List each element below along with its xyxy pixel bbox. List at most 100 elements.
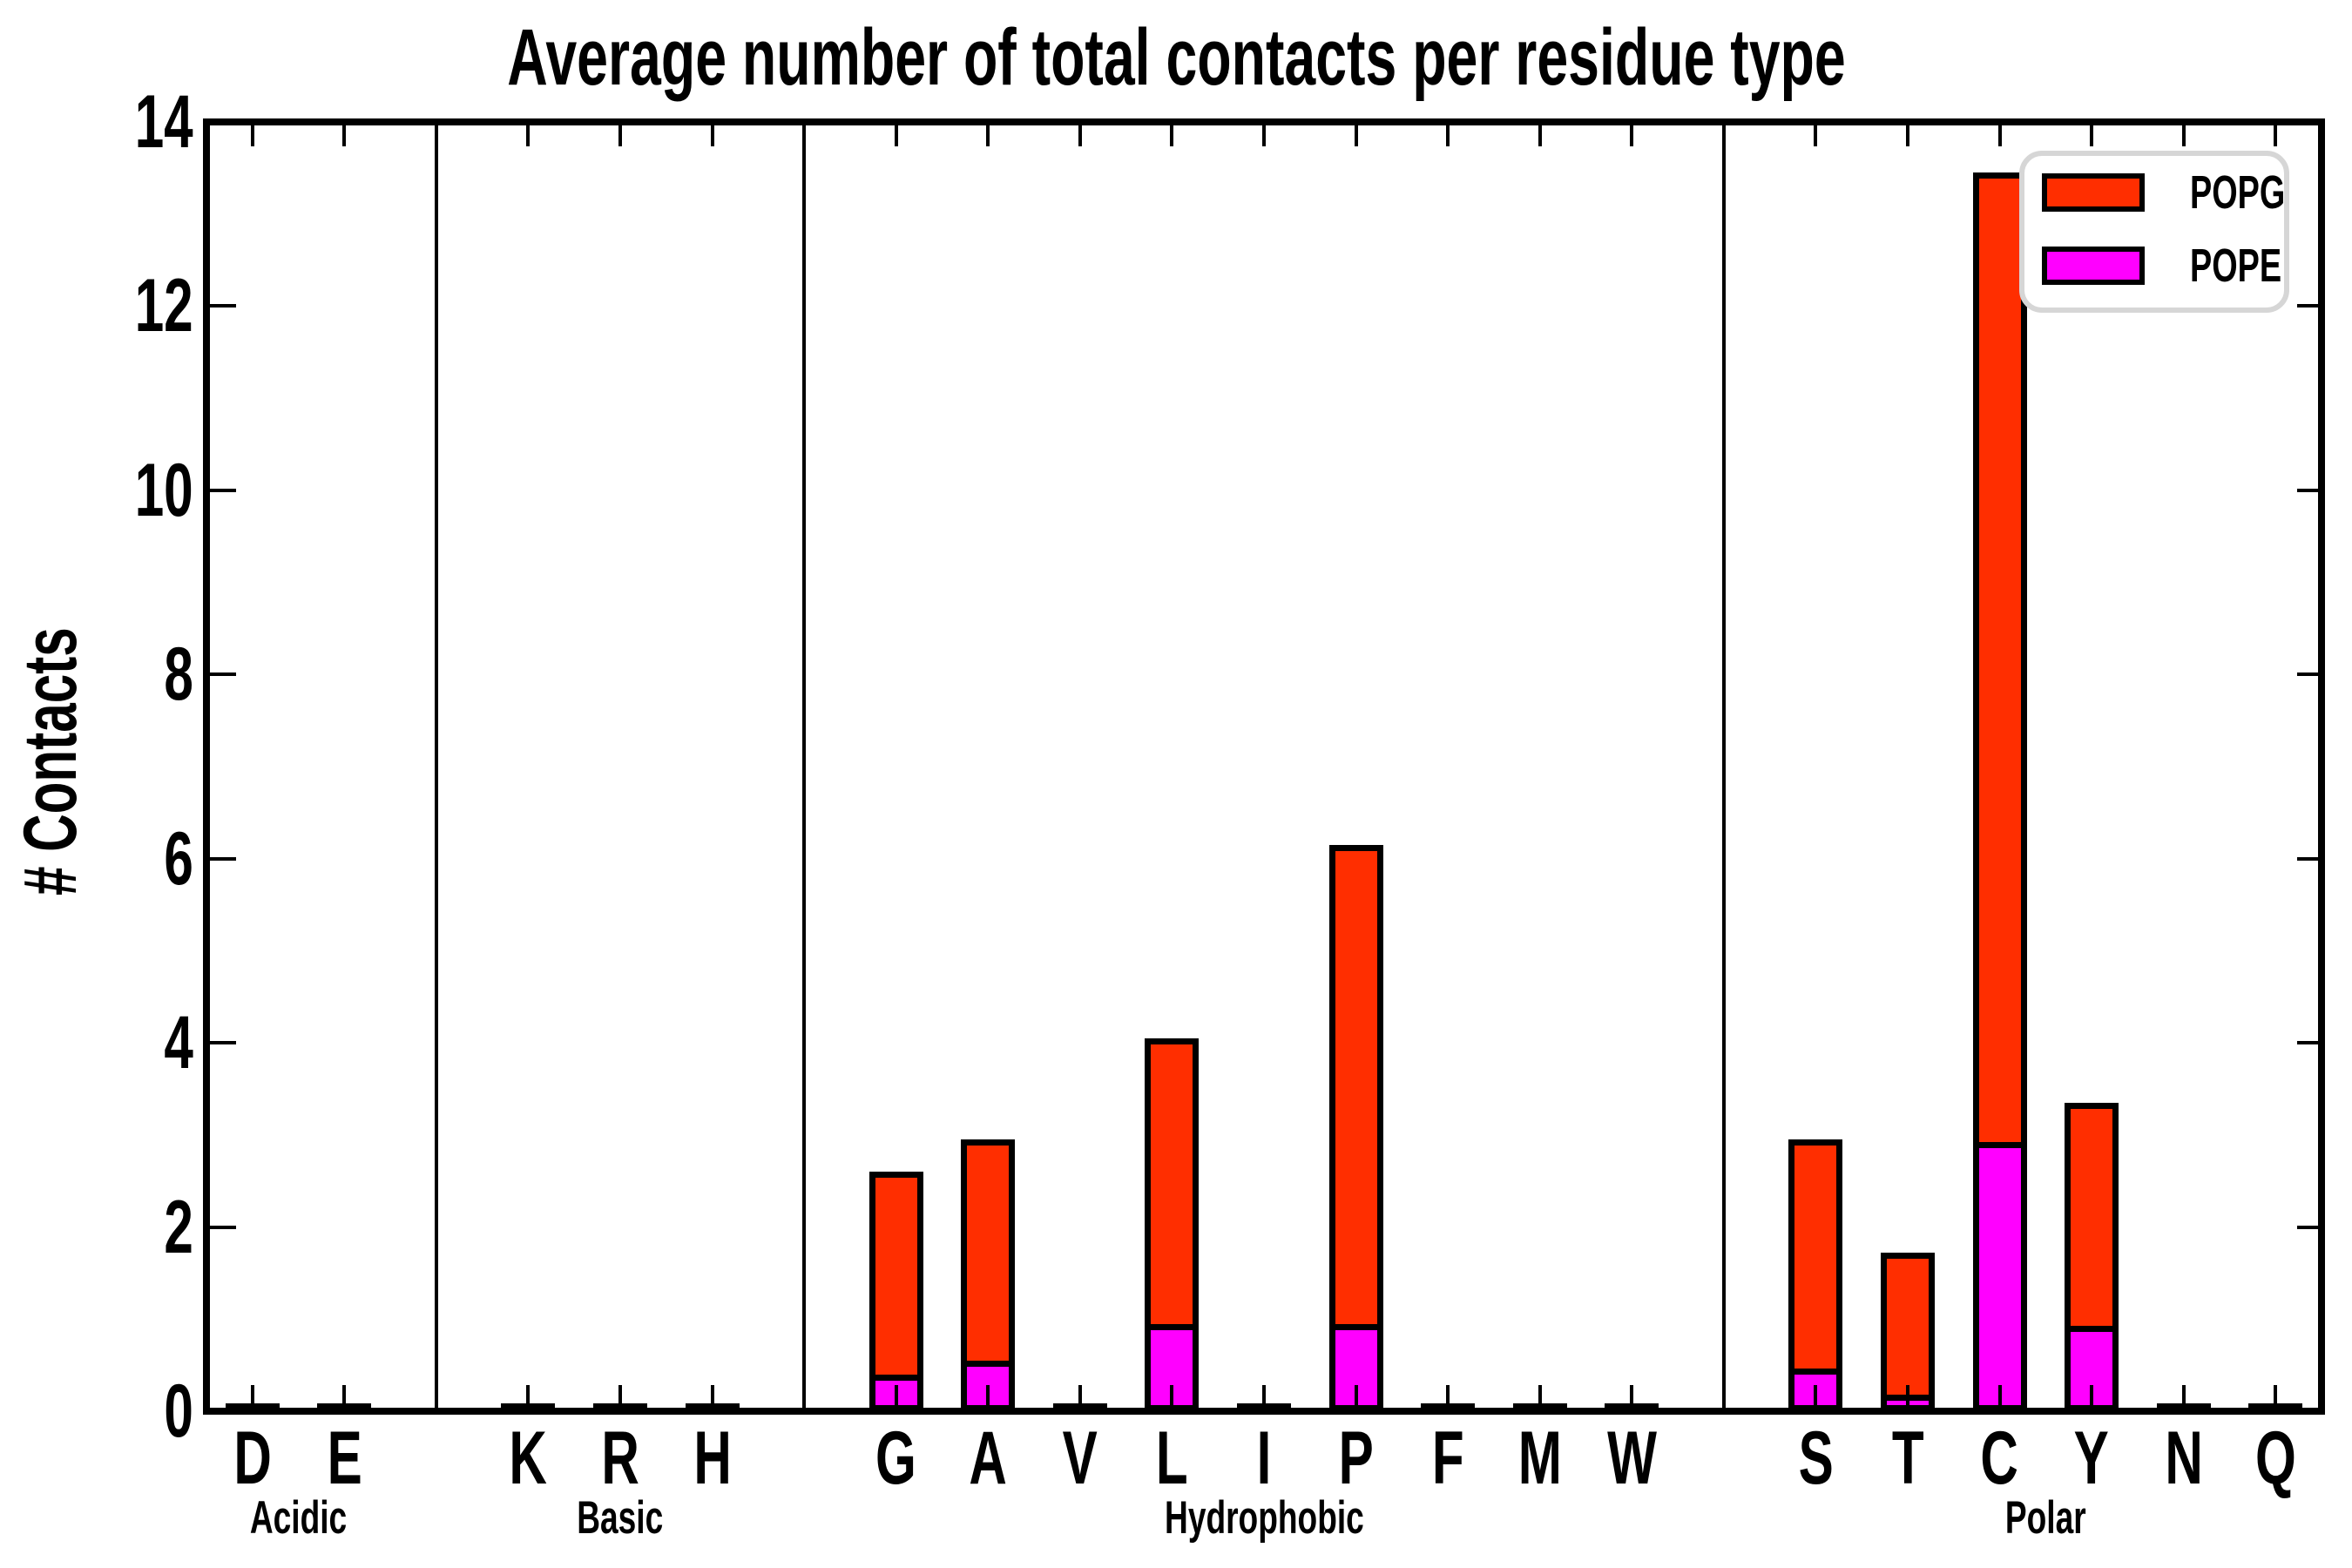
bar-T-popg <box>1880 1253 1935 1395</box>
y-tick-label-12-text: 12 <box>135 264 193 348</box>
bar-A-popg <box>961 1139 1016 1361</box>
bar-C-pope <box>1972 1142 2027 1411</box>
group-divider <box>802 122 807 1411</box>
bar-P-popg <box>1328 844 1383 1324</box>
x-minor-tick-bottom <box>526 1385 531 1411</box>
x-tick-label-C: C <box>1904 1413 2096 1504</box>
x-tick-label-V: V <box>984 1413 1176 1504</box>
x-minor-tick-bottom <box>1170 1385 1174 1411</box>
y-tick-label-0-text: 0 <box>164 1369 193 1453</box>
y-tick-label-14: 14 <box>0 77 193 167</box>
x-tick-label-L-text: L <box>1156 1416 1188 1500</box>
y-tick-label-2: 2 <box>0 1182 193 1273</box>
x-minor-tick-top <box>710 122 714 146</box>
group-label-basic: Basic <box>376 1493 864 1544</box>
y-major-tick-right <box>2297 304 2322 308</box>
x-minor-tick-bottom <box>1354 1385 1358 1411</box>
x-minor-tick-top <box>2181 122 2186 146</box>
x-tick-label-F-text: F <box>1431 1416 1464 1500</box>
legend-swatch-popg <box>2042 173 2145 212</box>
x-minor-tick-bottom <box>710 1385 714 1411</box>
y-major-tick-left <box>206 672 236 677</box>
x-tick-label-N: N <box>2088 1413 2280 1504</box>
y-major-tick-right <box>2297 1041 2322 1045</box>
x-minor-tick-top <box>1262 122 1266 146</box>
x-tick-label-K-text: K <box>509 1416 548 1500</box>
bar-G-popg <box>868 1172 923 1375</box>
x-minor-tick-top <box>342 122 347 146</box>
legend-label-pope-text: POPE <box>2190 240 2282 292</box>
x-minor-tick-top <box>250 122 254 146</box>
group-label-hydrophobic: Hydrophobic <box>1020 1493 1508 1544</box>
y-tick-label-4: 4 <box>0 997 193 1088</box>
x-tick-label-W-text: W <box>1606 1416 1657 1500</box>
x-tick-label-S: S <box>1720 1413 1911 1504</box>
x-minor-tick-bottom <box>250 1385 254 1411</box>
axis-spine-left <box>203 118 210 1415</box>
legend-label-popg-text: POPG <box>2190 166 2286 219</box>
y-tick-label-2-text: 2 <box>164 1185 193 1269</box>
x-tick-label-E-text: E <box>327 1416 362 1500</box>
y-major-tick-right <box>2297 856 2322 861</box>
x-minor-tick-top <box>2090 122 2094 146</box>
x-tick-label-F: F <box>1352 1413 1544 1504</box>
x-tick-label-Y: Y <box>1996 1413 2187 1504</box>
x-minor-tick-bottom <box>2090 1385 2094 1411</box>
x-tick-label-V-text: V <box>1062 1416 1098 1500</box>
x-minor-tick-top <box>1538 122 1542 146</box>
legend-label-popg: POPG <box>2190 166 2303 219</box>
group-label-acidic: Acidic <box>55 1493 543 1544</box>
x-minor-tick-top <box>1354 122 1358 146</box>
x-minor-tick-bottom <box>986 1385 990 1411</box>
x-minor-tick-top <box>894 122 898 146</box>
x-tick-label-D: D <box>157 1413 348 1504</box>
x-tick-label-G: G <box>801 1413 992 1504</box>
x-minor-tick-top <box>2274 122 2278 146</box>
x-tick-label-R: R <box>524 1413 716 1504</box>
legend-item-pope: POPE <box>2042 240 2286 292</box>
x-minor-tick-bottom <box>1814 1385 1818 1411</box>
x-tick-label-H-text: H <box>693 1416 732 1500</box>
x-tick-label-H: H <box>617 1413 808 1504</box>
y-major-tick-left <box>206 856 236 861</box>
x-minor-tick-top <box>1814 122 1818 146</box>
x-minor-tick-top <box>986 122 990 146</box>
y-major-tick-left <box>206 488 236 492</box>
group-label-hydrophobic-text: Hydrophobic <box>1164 1492 1364 1544</box>
y-major-tick-right <box>2297 672 2322 677</box>
chart-title: Average number of total contacts per res… <box>0 12 2352 103</box>
x-tick-label-Q-text: Q <box>2254 1416 2296 1500</box>
x-minor-tick-top <box>1078 122 1082 146</box>
plot-area <box>203 118 2325 1415</box>
x-minor-tick-bottom <box>1538 1385 1542 1411</box>
y-tick-label-6-text: 6 <box>164 816 193 901</box>
x-tick-label-W: W <box>1536 1413 1727 1504</box>
x-tick-label-I-text: I <box>1256 1416 1272 1500</box>
x-minor-tick-top <box>1170 122 1174 146</box>
y-tick-label-10-text: 10 <box>135 448 193 532</box>
x-minor-tick-bottom <box>2274 1385 2278 1411</box>
x-tick-label-C-text: C <box>1980 1416 2019 1500</box>
x-minor-tick-top <box>1630 122 1634 146</box>
x-minor-tick-bottom <box>1446 1385 1450 1411</box>
x-tick-label-I: I <box>1168 1413 1360 1504</box>
x-tick-label-M: M <box>1444 1413 1636 1504</box>
x-tick-label-T: T <box>1812 1413 2004 1504</box>
y-tick-label-10: 10 <box>0 445 193 536</box>
y-tick-label-14-text: 14 <box>135 80 193 164</box>
bar-C-popg <box>1972 172 2027 1143</box>
x-tick-label-R-text: R <box>601 1416 639 1500</box>
x-tick-label-T-text: T <box>1891 1416 1924 1500</box>
x-tick-label-G-text: G <box>875 1416 917 1500</box>
bar-S-popg <box>1788 1139 1843 1369</box>
y-major-tick-left <box>206 1041 236 1045</box>
legend-swatch-pope <box>2042 247 2145 285</box>
x-tick-label-D-text: D <box>233 1416 272 1500</box>
x-minor-tick-bottom <box>894 1385 898 1411</box>
axis-spine-bottom <box>203 1408 2325 1415</box>
y-tick-label-0: 0 <box>0 1366 193 1456</box>
x-minor-tick-bottom <box>1905 1385 1909 1411</box>
x-tick-label-M-text: M <box>1517 1416 1562 1500</box>
x-tick-label-K: K <box>432 1413 624 1504</box>
y-tick-label-4-text: 4 <box>164 1001 193 1085</box>
